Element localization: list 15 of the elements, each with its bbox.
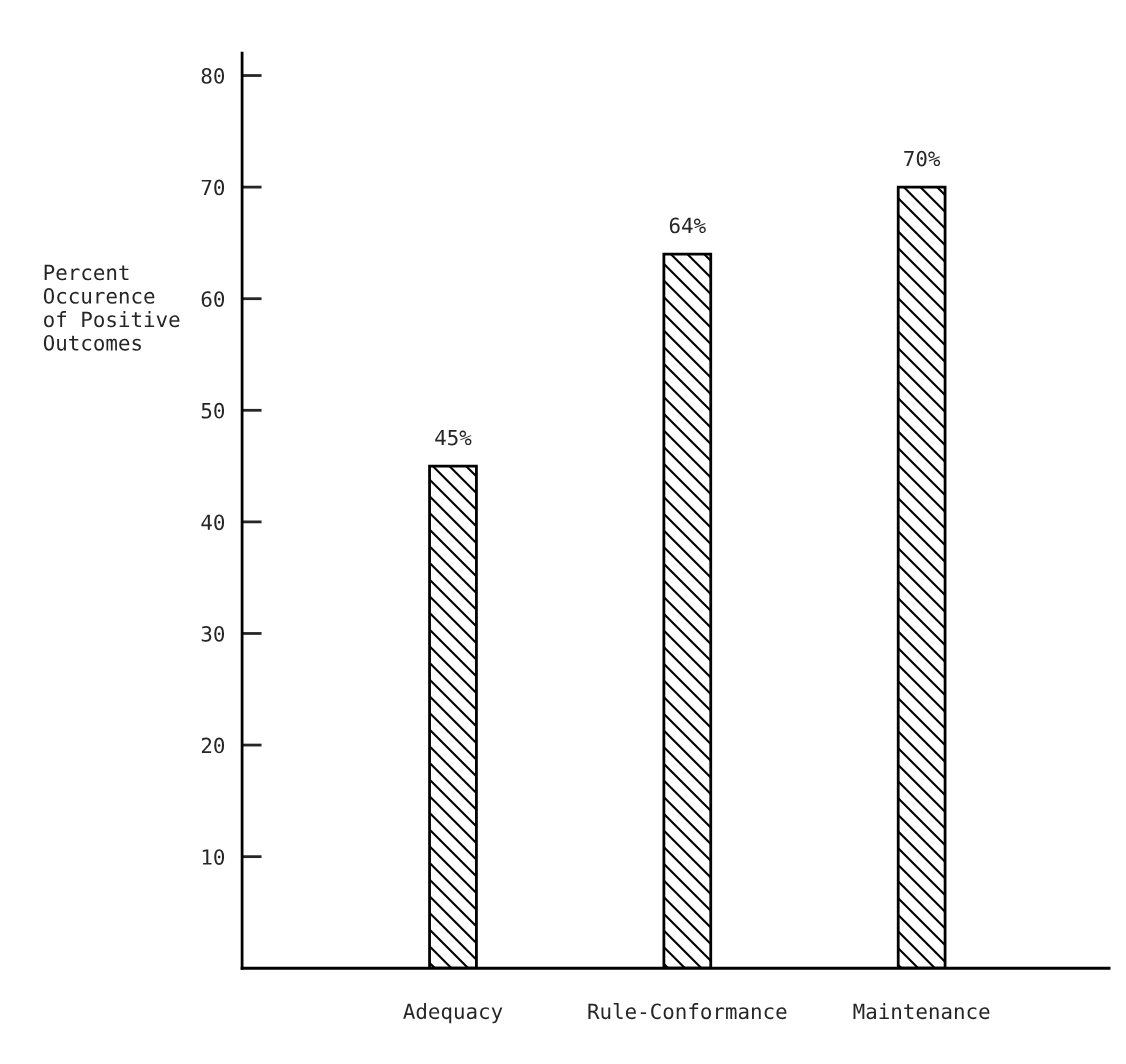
y-tick-label: 20 (201, 737, 225, 754)
y-tick-label: 70 (201, 179, 225, 196)
y-axis-title: Percent Occurence of Positive Outcomes (43, 264, 180, 351)
x-tick-label: Maintenance (853, 1003, 990, 1020)
y-tick-label: 60 (201, 291, 225, 307)
data-label: 45% (435, 429, 472, 446)
data-label: 64% (669, 217, 706, 234)
y-tick-label: 40 (201, 514, 225, 531)
x-tick-label: Rule-Conformance (588, 1002, 787, 1020)
y-tick-label: 30 (201, 625, 225, 642)
y-tick-label: 80 (201, 68, 225, 84)
y-tick-label: 10 (202, 849, 225, 865)
x-tick-label: Adequacy (403, 1003, 503, 1024)
y-tick-label: 50 (201, 402, 225, 419)
data-label: 70% (904, 150, 941, 167)
